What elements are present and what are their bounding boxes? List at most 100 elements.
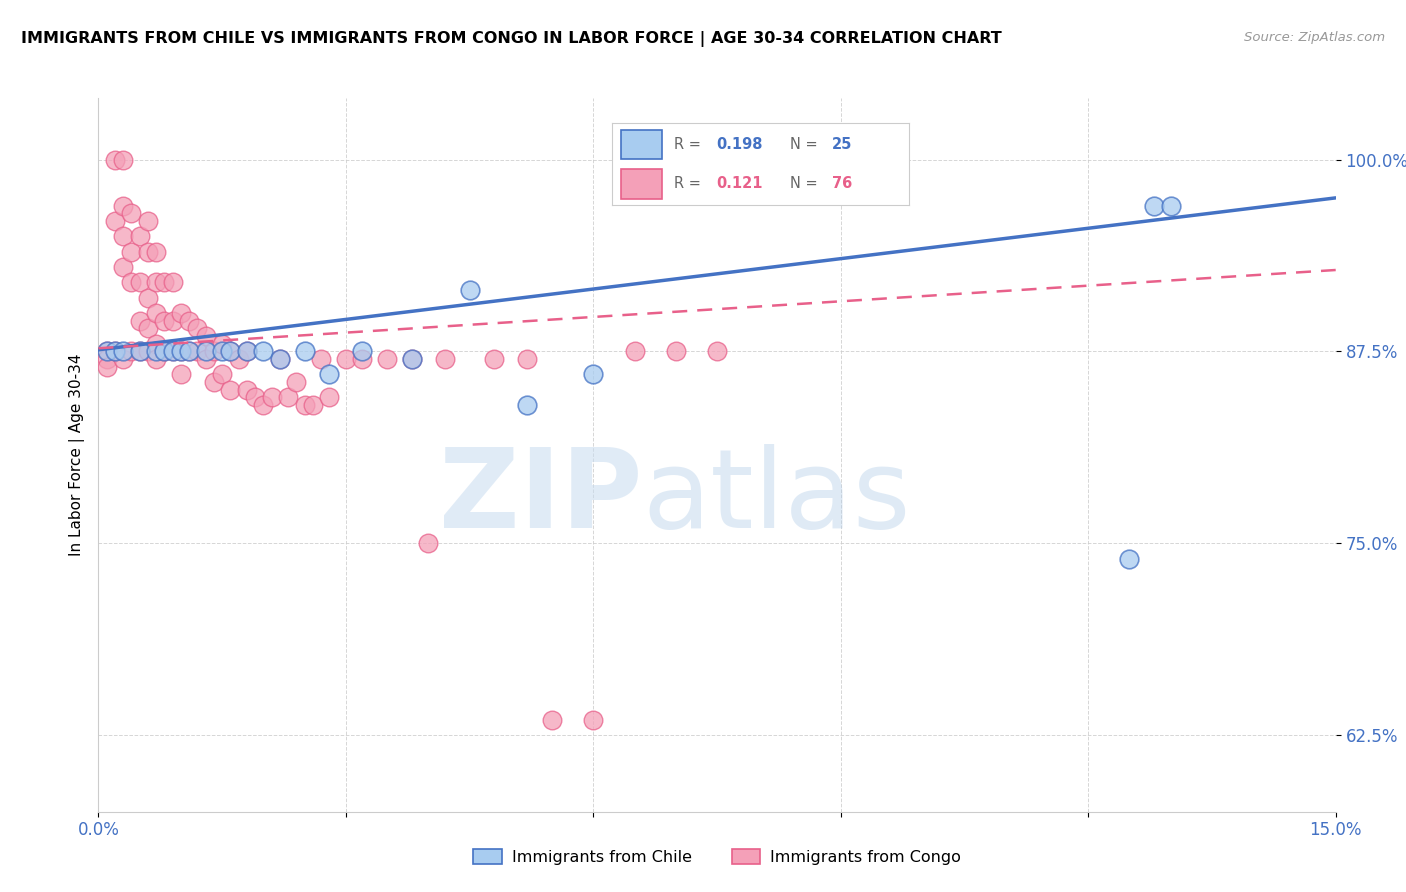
Point — [706, 344, 728, 359]
Point — [433, 351, 456, 366]
Point — [112, 153, 135, 167]
Point — [285, 375, 308, 389]
Point — [236, 344, 259, 359]
Point — [104, 344, 127, 359]
Point — [186, 344, 208, 359]
Point — [309, 351, 332, 366]
Point — [128, 275, 150, 289]
Point — [335, 351, 357, 366]
Point — [211, 344, 233, 359]
Legend: Immigrants from Chile, Immigrants from Congo: Immigrants from Chile, Immigrants from C… — [467, 843, 967, 871]
Point — [120, 275, 142, 289]
Point — [219, 344, 242, 359]
Point — [136, 244, 159, 259]
Point — [484, 351, 506, 366]
Y-axis label: In Labor Force | Age 30-34: In Labor Force | Age 30-34 — [69, 353, 84, 557]
Point — [582, 368, 605, 382]
Point — [153, 344, 176, 359]
Point — [104, 344, 127, 359]
Point — [170, 344, 193, 359]
Point — [162, 344, 184, 359]
Point — [145, 306, 167, 320]
Point — [128, 344, 150, 359]
Point — [252, 344, 274, 359]
Text: R =: R = — [675, 177, 706, 191]
Point — [211, 368, 233, 382]
Point — [153, 275, 176, 289]
Point — [170, 306, 193, 320]
Point — [1118, 551, 1140, 566]
Point — [112, 351, 135, 366]
Point — [219, 383, 242, 397]
Point — [243, 390, 266, 404]
Point — [96, 344, 118, 359]
Point — [96, 359, 118, 374]
Point — [194, 344, 217, 359]
Point — [145, 244, 167, 259]
Point — [145, 351, 167, 366]
Text: Source: ZipAtlas.com: Source: ZipAtlas.com — [1244, 31, 1385, 45]
Point — [136, 291, 159, 305]
Point — [120, 344, 142, 359]
Point — [179, 344, 201, 359]
Point — [104, 153, 127, 167]
Point — [269, 351, 291, 366]
Point — [145, 275, 167, 289]
Text: ZIP: ZIP — [440, 444, 643, 551]
Text: 0.198: 0.198 — [716, 137, 762, 152]
Text: N =: N = — [790, 177, 823, 191]
Point — [352, 351, 374, 366]
Point — [302, 398, 325, 412]
Point — [136, 344, 159, 359]
Point — [228, 351, 250, 366]
Point — [236, 344, 259, 359]
Point — [162, 275, 184, 289]
Point — [128, 344, 150, 359]
Text: IMMIGRANTS FROM CHILE VS IMMIGRANTS FROM CONGO IN LABOR FORCE | AGE 30-34 CORREL: IMMIGRANTS FROM CHILE VS IMMIGRANTS FROM… — [21, 31, 1002, 47]
Point — [136, 214, 159, 228]
Text: 76: 76 — [831, 177, 852, 191]
Point — [252, 398, 274, 412]
Point — [120, 244, 142, 259]
Text: atlas: atlas — [643, 444, 911, 551]
Text: N =: N = — [790, 137, 823, 152]
Point — [104, 214, 127, 228]
Point — [665, 344, 688, 359]
Point — [418, 536, 440, 550]
Point — [623, 344, 645, 359]
Text: 0.121: 0.121 — [716, 177, 762, 191]
Point — [458, 283, 481, 297]
Point — [260, 390, 283, 404]
Point — [128, 229, 150, 244]
Text: 25: 25 — [831, 137, 852, 152]
Point — [170, 368, 193, 382]
Point — [162, 313, 184, 327]
Point — [112, 198, 135, 212]
Point — [294, 398, 316, 412]
Point — [352, 344, 374, 359]
Point — [318, 368, 340, 382]
Point — [153, 344, 176, 359]
Point — [516, 351, 538, 366]
Point — [516, 398, 538, 412]
Point — [136, 321, 159, 335]
Point — [1143, 198, 1166, 212]
Point — [112, 260, 135, 274]
Point — [153, 313, 176, 327]
Point — [269, 351, 291, 366]
Point — [179, 313, 201, 327]
Point — [294, 344, 316, 359]
Point — [179, 344, 201, 359]
Point — [194, 329, 217, 343]
Point — [194, 351, 217, 366]
Point — [582, 713, 605, 727]
Point — [401, 351, 423, 366]
Point — [120, 206, 142, 220]
Bar — [621, 129, 662, 159]
Bar — [621, 169, 662, 199]
Point — [112, 229, 135, 244]
Point — [318, 390, 340, 404]
Point — [202, 344, 225, 359]
Point — [170, 344, 193, 359]
Point — [211, 336, 233, 351]
